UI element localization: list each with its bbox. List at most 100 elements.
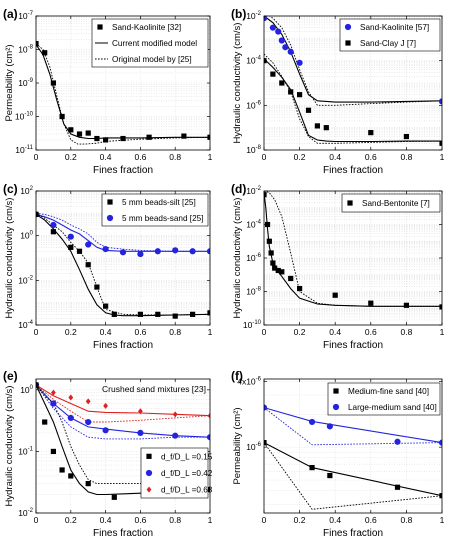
legend-label: Sand-Clay J [7] [360,39,416,48]
series-line-2 [36,44,210,140]
y-tick-base: 10 [20,385,30,395]
legend-marker [146,486,152,493]
data-point [403,302,409,308]
y-tick-exponent: -6 [256,442,262,448]
y-tick-base: 10 [246,220,256,230]
legend-label: Sand-Bentonite [7] [362,199,430,208]
data-point [190,311,196,317]
data-point [439,493,442,499]
y-tick-base: 4x10 [237,376,256,386]
x-tick-label: 0 [34,152,39,162]
y-tick-base: 10 [246,442,256,452]
panel-label: (e) [3,369,18,383]
y-tick-base: 10 [246,186,256,196]
plot-series [264,16,442,146]
panel-label: (f) [231,369,243,383]
x-tick-label: 0.2 [294,327,306,337]
data-point [332,292,338,298]
x-tick-label: 0.4 [329,152,341,162]
data-point [327,472,333,479]
x-tick-label: 0.4 [100,515,112,525]
y-tick-label: 102 [20,186,33,196]
data-point [67,414,74,422]
y-tick-label: 10-4 [246,56,261,66]
plot-series [36,381,210,500]
data-point [394,484,401,490]
y-tick-base: 10 [18,11,28,21]
y-tick-label: 10-4 [246,220,261,230]
data-point [172,411,178,418]
y-tick-base: 10 [18,78,28,88]
y-tick-exponent: -9 [28,78,34,84]
data-point [94,284,100,290]
x-tick-label: 0.6 [134,327,146,337]
data-point [103,137,109,143]
data-point [172,313,178,319]
x-tick-label: 1 [208,152,213,162]
data-point [279,80,285,86]
y-tick-exponent: -4 [256,56,262,62]
x-tick-label: 0.4 [329,327,341,337]
data-point [438,98,442,105]
data-point [120,135,126,142]
y-tick-exponent: 2 [30,186,34,192]
legend-label: d_f/D_L =0.63 [161,486,213,495]
legend-marker [97,24,103,30]
data-point [85,262,91,268]
y-tick-label: 10-4 [18,320,33,330]
y-tick-base: 10 [246,287,256,297]
y-tick-base: 10 [246,253,256,263]
y-tick-exponent: -8 [256,287,262,293]
x-tick-label: 0.6 [365,327,377,337]
panel-1: 0 0.2 0.4 0.6 0.8 110-1110-1010-910-810-7Fine… [3,7,213,176]
x-tick-label: 0 [34,515,39,525]
data-point [68,244,74,250]
x-tick-label: 1 [440,515,445,525]
data-point [68,473,74,479]
legend-marker [345,40,351,46]
legend: d_f/D_L =0.15 d_f/D_L =0.42 d_f/D_L =0.63 [140,447,213,499]
data-point [296,59,303,66]
y-tick-exponent: -10 [24,112,33,118]
x-tick-label: 0.4 [100,327,112,337]
data-point [85,130,91,136]
data-point [111,494,117,500]
data-point [279,269,285,275]
series-line-5 [36,384,210,438]
x-tick-label: 0.8 [400,327,412,337]
data-point [155,311,161,317]
data-point [314,123,320,129]
y-axis-label: Hydraulic conductivity (cm/s) [232,198,243,319]
series-line-3 [36,384,210,423]
data-point [172,432,179,439]
x-tick-label: 0 [34,327,39,337]
data-point [264,404,268,411]
data-point [50,221,57,229]
plot-series [36,211,210,319]
data-point [297,92,303,98]
legend-marker [106,214,114,222]
data-point [36,41,39,47]
y-tick-exponent: -2 [28,508,34,514]
y-axis-label: Hydraulic conductivity (cm/s) [4,386,15,507]
panel-label: (d) [231,182,246,196]
legend-marker [107,199,113,205]
y-tick-label: 100 [20,231,33,241]
x-tick-label: 0 [262,152,267,162]
data-point [275,28,282,35]
data-point [85,481,91,487]
data-point [68,127,74,133]
panel-label: (c) [3,182,18,196]
y-tick-exponent: -2 [28,275,34,281]
legend-marker [333,388,339,394]
y-tick-label: 4x10-6 [237,376,261,386]
y-tick-label: 10-2 [246,186,261,196]
x-tick-label: 0.6 [134,152,146,162]
axes-frame [35,378,211,514]
plot-series [264,404,442,510]
data-point [268,250,274,256]
legend: Sand-Kaolinite [32] Current modified mode… [91,18,209,68]
x-tick-label: 0.2 [65,327,77,337]
legend: 5 mm beads-silt [25] 5 mm beads-sand [25] [101,193,209,227]
